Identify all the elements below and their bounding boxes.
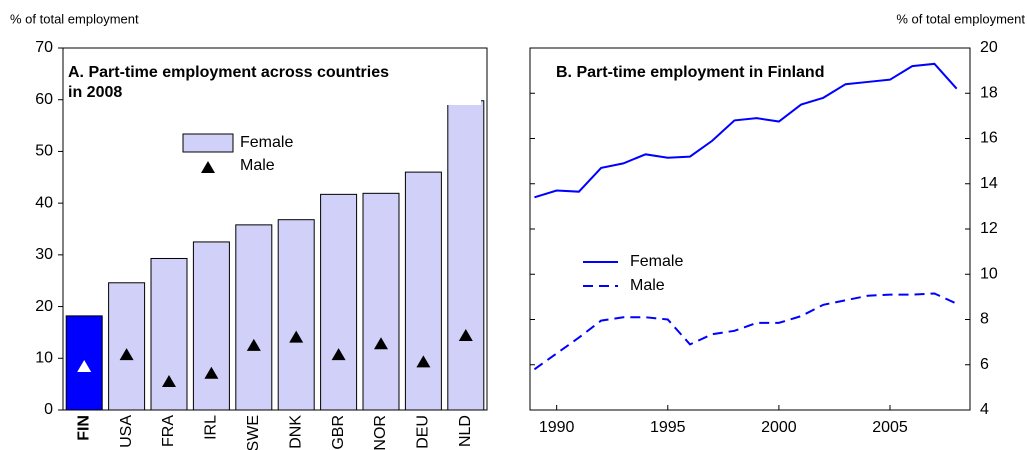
- y-tick-label: 40: [35, 194, 53, 211]
- x-tick-label: NOR: [372, 415, 389, 450]
- chart-title: A. Part-time employment across countries: [68, 64, 389, 81]
- bar: [277, 219, 315, 411]
- y-axis-label: % of total employment: [10, 11, 139, 26]
- x-tick-label: 2005: [872, 419, 908, 436]
- x-tick-label: DNK: [287, 415, 304, 449]
- y-tick-label: 16: [980, 130, 998, 147]
- male-marker: [77, 360, 92, 373]
- y-tick-label: 18: [980, 84, 998, 101]
- y-tick-label: 0: [44, 401, 53, 418]
- x-tick-label: USA: [118, 415, 135, 448]
- male-marker: [416, 355, 431, 368]
- bar: [320, 193, 358, 411]
- x-tick-label: 1990: [539, 419, 575, 436]
- bar: [362, 192, 400, 411]
- y-tick-label: 30: [35, 246, 53, 263]
- y-tick-label: 20: [35, 298, 53, 315]
- bar: [235, 224, 273, 411]
- series-line: [533, 292, 958, 371]
- title-box: [66, 57, 481, 105]
- y-tick-label: 50: [35, 143, 53, 160]
- chart-title: in 2008: [68, 84, 122, 101]
- bar: [150, 257, 188, 411]
- y-tick-label: 70: [35, 39, 53, 56]
- x-tick-label: FIN: [75, 415, 92, 441]
- male-marker: [458, 329, 473, 342]
- y-axis-label: % of total employment: [896, 11, 1025, 26]
- male-marker: [162, 375, 176, 388]
- y-tick-label: 60: [35, 91, 53, 108]
- y-tick-label: 10: [980, 265, 998, 282]
- y-tick-label: 20: [980, 39, 998, 56]
- x-tick-label: SWE: [245, 415, 262, 450]
- legend-label: Female: [630, 253, 683, 270]
- plot-frame: [62, 47, 488, 411]
- x-tick-label: FRA: [160, 415, 177, 447]
- y-tick-label: 10: [35, 350, 53, 367]
- x-tick-label: IRL: [203, 415, 220, 440]
- bar: [192, 241, 230, 411]
- legend-label: Male: [630, 277, 665, 294]
- y-tick-label: 14: [980, 175, 998, 192]
- male-marker: [204, 366, 219, 379]
- y-tick-label: 4: [980, 401, 989, 418]
- x-tick-label: GBR: [330, 415, 347, 450]
- legend-swatch: [182, 133, 234, 153]
- y-tick-label: 6: [980, 356, 989, 373]
- plot-frame: [529, 47, 971, 411]
- y-tick-label: 8: [980, 311, 989, 328]
- bar: [404, 171, 442, 411]
- male-marker: [246, 338, 261, 351]
- bar: [108, 282, 146, 411]
- series-line: [534, 62, 958, 199]
- chart-title: B. Part-time employment in Finland: [556, 64, 824, 81]
- x-tick-label: NLD: [457, 415, 474, 447]
- x-tick-label: DEU: [415, 415, 432, 449]
- y-tick-label: 12: [980, 220, 998, 237]
- legend-label: Male: [240, 157, 275, 174]
- legend-label: Female: [240, 134, 293, 151]
- x-tick-label: 1995: [650, 419, 686, 436]
- male-marker: [119, 348, 134, 361]
- male-marker: [374, 337, 388, 350]
- male-marker: [331, 348, 346, 361]
- x-tick-label: 2000: [761, 419, 797, 436]
- male-marker: [289, 330, 304, 343]
- bar: [447, 100, 485, 411]
- legend-swatch: [201, 161, 215, 173]
